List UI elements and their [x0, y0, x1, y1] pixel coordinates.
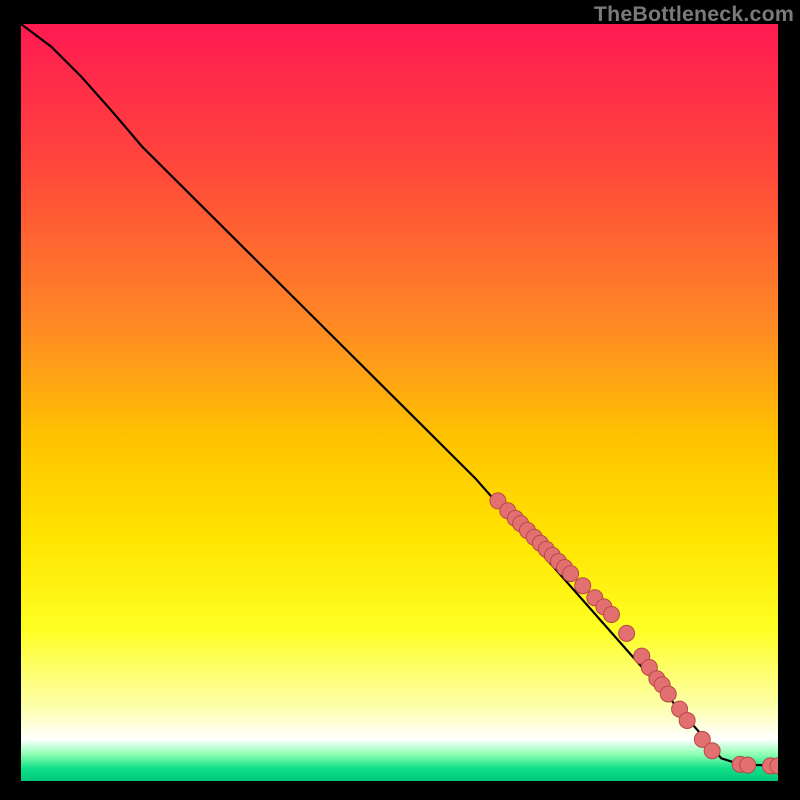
data-marker — [563, 566, 579, 582]
data-marker — [679, 712, 695, 728]
data-marker — [575, 578, 591, 594]
data-marker — [619, 625, 635, 641]
data-marker — [660, 686, 676, 702]
data-marker — [603, 606, 619, 622]
data-marker — [740, 757, 756, 773]
data-marker — [704, 743, 720, 759]
watermark-text: TheBottleneck.com — [594, 2, 794, 27]
chart-canvas — [0, 0, 800, 800]
